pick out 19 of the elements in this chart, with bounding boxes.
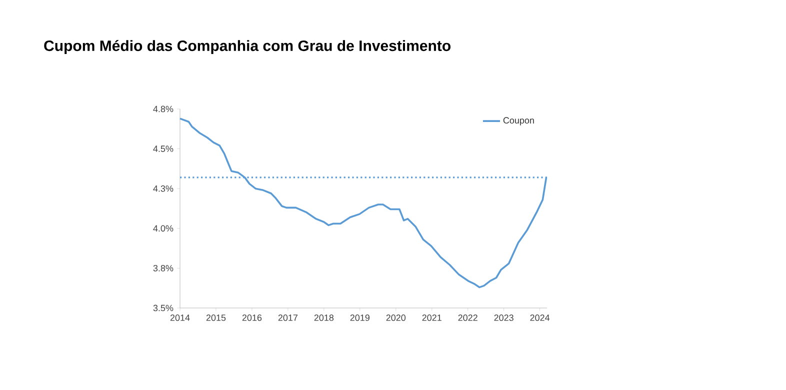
y-tick-label: 4.5% [153,146,174,152]
chart-title: Cupom Médio das Companhia com Grau de Investimento [44,40,450,54]
x-tick-label: 2021 [422,314,442,321]
x-tick-label: 2024 [530,314,550,321]
x-tick-label: 2016 [242,314,262,321]
x-tick-label: 2023 [494,314,514,321]
x-tick-label: 2022 [458,314,478,321]
y-tick-label: 3.5% [153,304,174,312]
y-tick-label: 4.3% [153,185,174,192]
y-tick-label: 3.8% [153,264,174,272]
x-tick-label: 2017 [278,314,298,321]
x-tick-label: 2018 [314,314,334,321]
x-tick-label: 2019 [350,314,370,321]
x-tick-label: 2020 [386,314,406,321]
legend-label: Coupon [503,117,534,126]
x-tick-label: 2015 [206,314,226,321]
x-tick-label: 2014 [170,314,190,321]
y-tick-label: 4.0% [153,225,174,232]
y-tick-label: 4.8% [153,106,174,112]
